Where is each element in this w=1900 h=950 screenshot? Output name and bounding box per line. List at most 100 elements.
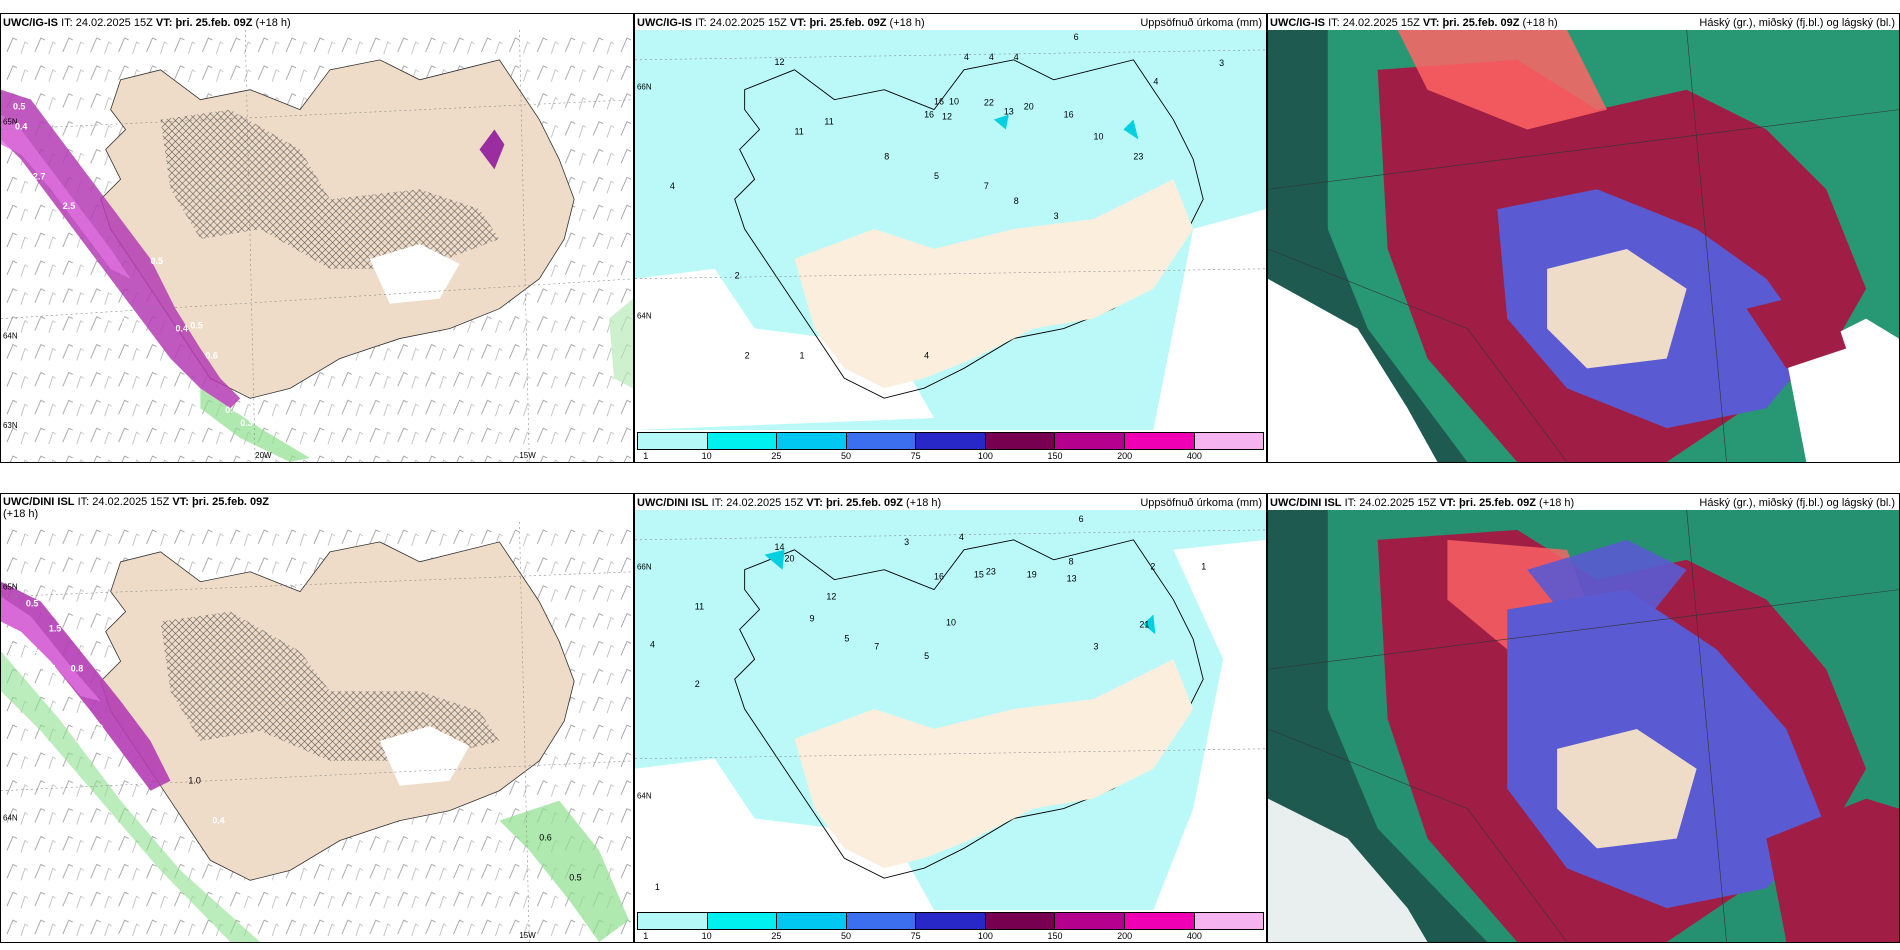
- init-time: 24.02.2025 15Z: [726, 497, 804, 509]
- vt-label: VT:: [1439, 497, 1456, 509]
- model-name: UWC/DINI ISL: [3, 496, 75, 508]
- colorbar-swatch: [638, 433, 708, 449]
- init-time: 24.02.2025 15Z: [1359, 497, 1437, 509]
- value-label: 22: [984, 98, 994, 108]
- map-area: 65N 64N 15W 0.5 1.5 2.5 2.7 1.6 0.8 2.1 …: [1, 522, 633, 942]
- colorbar-swatch: [985, 433, 1056, 449]
- value-label: 2.1: [46, 691, 58, 701]
- valid-time: þri. 25.feb. 09Z: [825, 497, 903, 509]
- value-label: 14: [775, 542, 785, 552]
- map-area: [1268, 30, 1899, 462]
- colorbar-swatch: [985, 913, 1056, 929]
- value-label: 2.5: [63, 201, 75, 211]
- value-label: 2.7: [33, 171, 45, 181]
- value-label: 4: [964, 52, 969, 62]
- value-label: 0.4: [175, 324, 187, 334]
- lead-time: (+18 h): [3, 508, 39, 520]
- lat-label: 65N: [3, 583, 18, 592]
- hatched-area: [160, 611, 500, 761]
- value-label: 0.5: [13, 102, 25, 112]
- value-label: 1.6: [11, 641, 23, 651]
- lon-label: 20W: [255, 451, 272, 460]
- value-label: 12: [826, 592, 836, 602]
- vt-label: VT:: [155, 17, 173, 29]
- colorbar-swatch: [707, 433, 778, 449]
- value-label: 5: [924, 651, 929, 661]
- vt-label: VT:: [1422, 17, 1440, 29]
- value-label: 7: [874, 641, 879, 651]
- valid-time: þri. 25.feb. 09Z: [175, 17, 253, 29]
- model-name: UWC/DINI ISL: [1270, 497, 1342, 509]
- colorbar-tick: 10: [701, 931, 712, 941]
- model-name: UWC/IG-IS: [1270, 17, 1325, 29]
- value-label: 13: [1067, 574, 1077, 584]
- value-label: 1: [799, 350, 804, 360]
- lat-label: 64N: [637, 312, 652, 321]
- value-label: 0.4: [212, 816, 224, 826]
- model-name: UWC/IG-IS: [637, 17, 692, 29]
- value-label: 13: [1004, 107, 1014, 117]
- colorbar-swatch: [1124, 433, 1195, 449]
- lat-label: 64N: [637, 792, 652, 801]
- map-panel-4: UWC/DINI ISL IT: 24.02.2025 15Z VT: þri.…: [0, 493, 634, 943]
- value-label: 3: [1054, 211, 1059, 221]
- value-label: 2: [735, 271, 740, 281]
- colorbar-tick: 150: [1047, 931, 1063, 941]
- value-label: 0.3: [240, 418, 252, 428]
- value-label: 4: [670, 181, 675, 191]
- value-label: 8: [1014, 196, 1019, 206]
- map-svg: 66N 64N 6 3 4 14 20 16 15 23 19 13 8 2 1…: [635, 510, 1266, 910]
- colorbar-tick: 75: [910, 451, 921, 461]
- colorbar-swatch: [707, 913, 778, 929]
- green-area: [200, 388, 311, 462]
- no-precip-area: [794, 179, 1194, 389]
- value-label: 1: [1201, 562, 1206, 572]
- value-label: 0.5: [151, 256, 163, 266]
- map-area: 66N 64N 6 4 4 4 3 4 12 16 10 16 12 22 20…: [635, 30, 1266, 430]
- value-label: 16: [934, 97, 944, 107]
- colorbar-swatch: [777, 913, 847, 929]
- value-label: 2: [695, 679, 700, 689]
- colorbar-tick: 100: [977, 451, 993, 461]
- value-label: 15: [974, 570, 984, 580]
- panel-header: UWC/IG-IS IT: 24.02.2025 15Z VT: þri. 25…: [637, 16, 1262, 30]
- colorbar-swatch: [916, 913, 986, 929]
- colorbar-tick: 25: [771, 931, 782, 941]
- value-label: 0.4: [121, 316, 133, 326]
- lat-label: 66N: [637, 563, 652, 572]
- value-label: 12: [775, 57, 785, 67]
- map-svg: 66N 64N 6 4 4 4 3 4 12 16 10 16 12 22 20…: [635, 30, 1266, 430]
- value-label: 4: [924, 350, 929, 360]
- value-label: 11: [695, 602, 704, 612]
- value-label: 8: [1069, 557, 1074, 567]
- value-label: 3: [1094, 641, 1099, 651]
- model-name: UWC/DINI ISL: [637, 497, 709, 509]
- value-label: 20: [785, 554, 795, 564]
- value-label: 3: [1219, 58, 1224, 68]
- value-label: 0.5: [26, 599, 38, 609]
- colorbar-tick: 1: [643, 451, 649, 461]
- init-time: 24.02.2025 15Z: [75, 17, 153, 29]
- value-label: 0.5: [569, 872, 581, 882]
- colorbar-tick: 200: [1117, 931, 1133, 941]
- colorbar-boxes: [637, 432, 1264, 450]
- colorbar-swatch: [777, 433, 847, 449]
- lead-time: (+18 h): [1522, 17, 1558, 29]
- value-label: 2: [1150, 562, 1155, 572]
- value-label: 1.2: [91, 723, 103, 733]
- lead-time: (+18 h): [1539, 497, 1575, 509]
- colorbar-tick: 25: [771, 451, 782, 461]
- map-svg: [1268, 510, 1899, 942]
- value-label: 1: [655, 882, 660, 892]
- panel-header: UWC/DINI ISL IT: 24.02.2025 15Z VT: þri.…: [637, 496, 1262, 510]
- value-label: 12: [942, 112, 952, 122]
- clear-land: [1547, 248, 1687, 369]
- lead-time: (+18 h): [889, 17, 925, 29]
- map-area: 65N 64N 63N 20W 15W 0.5 0.4 2.7 2.5 3.7 …: [1, 30, 633, 462]
- value-label: 7: [984, 181, 989, 191]
- value-label: 3: [904, 537, 909, 547]
- panel-header: UWC/IG-IS IT: 24.02.2025 15Z VT: þri. 25…: [3, 16, 629, 30]
- colorbar-tick: 200: [1117, 451, 1133, 461]
- map-panel-6: UWC/DINI ISL IT: 24.02.2025 15Z VT: þri.…: [1267, 493, 1900, 943]
- colorbar: 1 10 25 50 75 100 150 200 400: [637, 912, 1264, 941]
